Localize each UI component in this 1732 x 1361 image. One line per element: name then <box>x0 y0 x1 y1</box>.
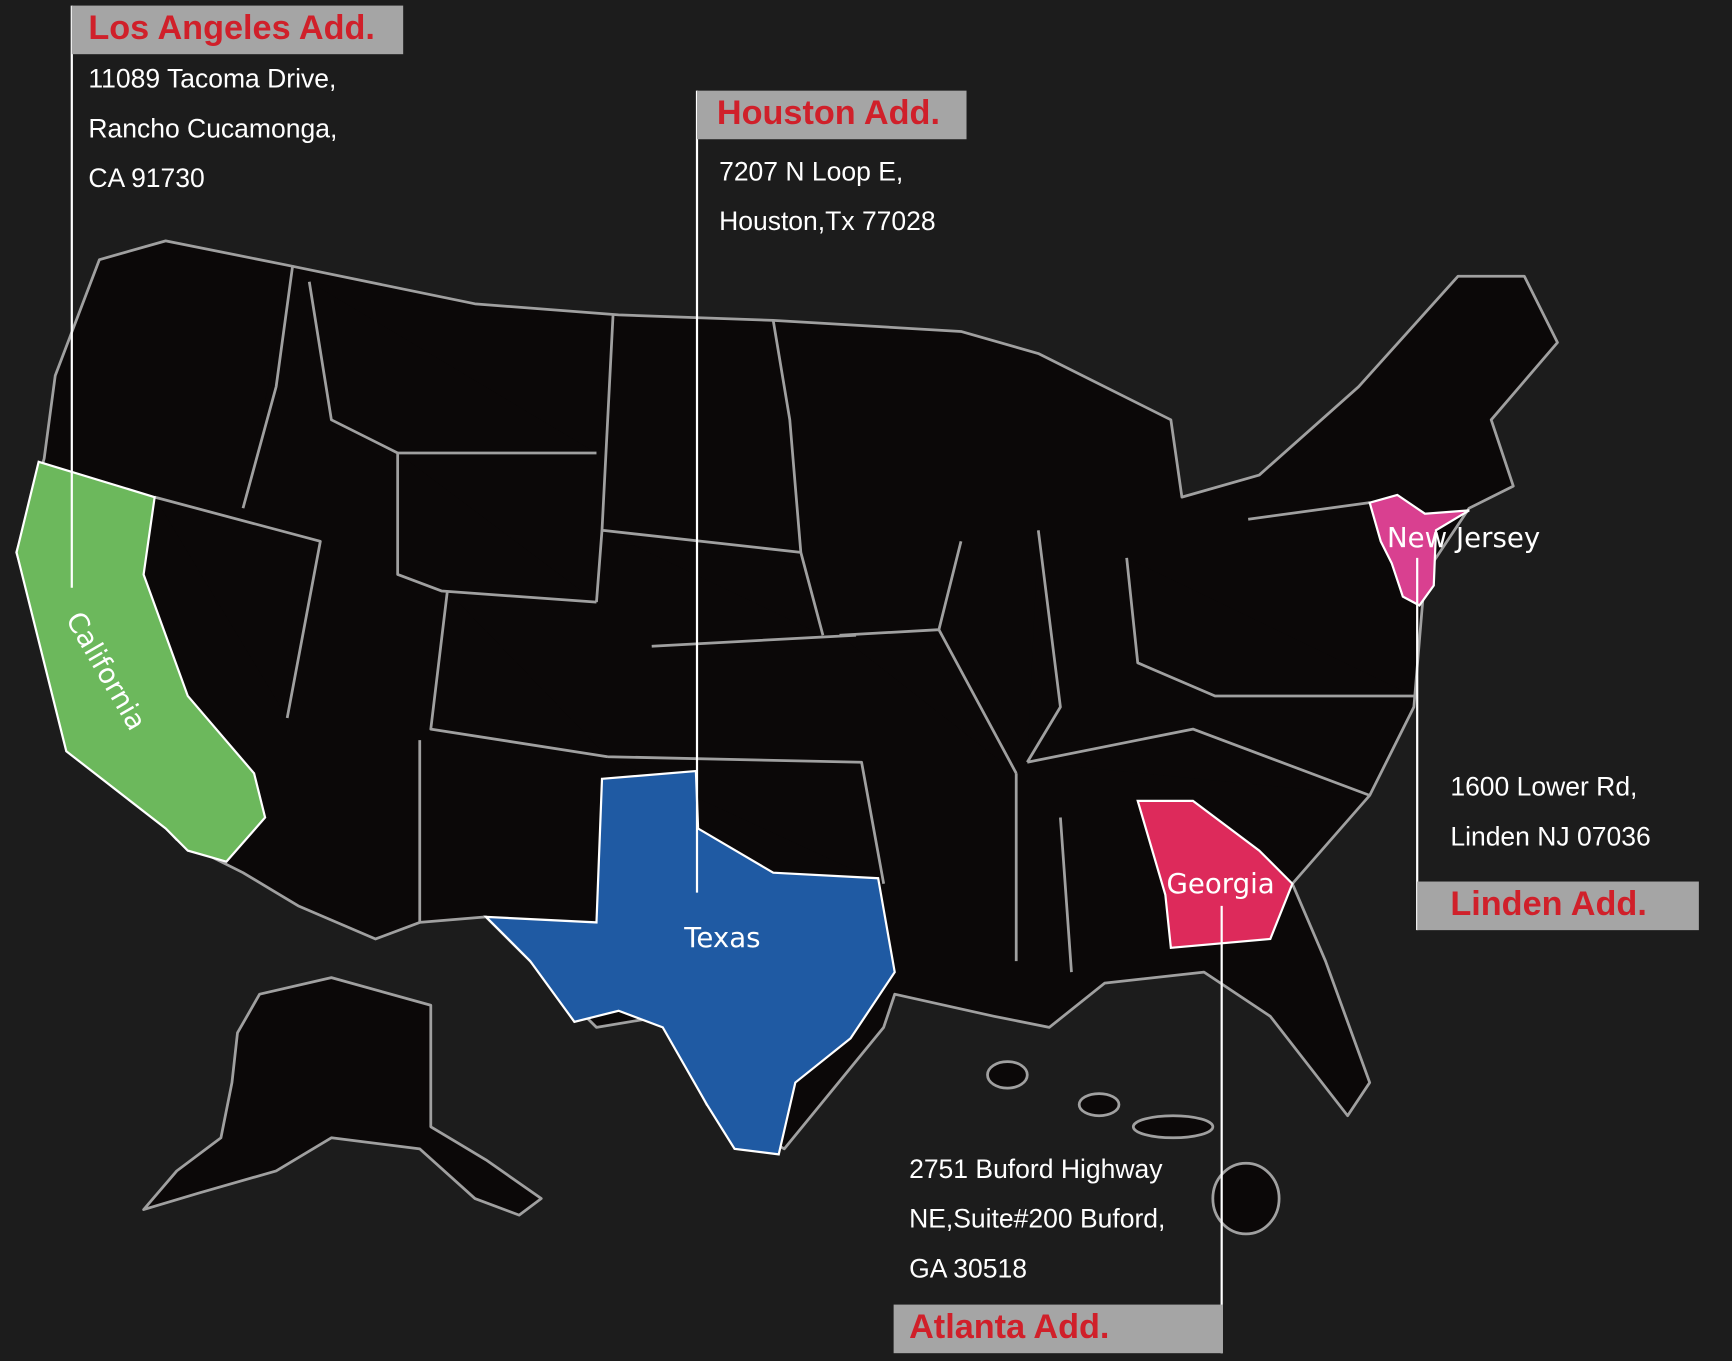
us-map: California Texas New Jersey Georgia <box>15 239 1559 1236</box>
callouts: Los Angeles Add. 11089 Tacoma Drive, Ranch… <box>70 5 1699 1354</box>
state-label: New Jersey <box>1387 521 1540 554</box>
hawaii <box>986 1060 1029 1090</box>
address-line: 7207 N Loop E, <box>719 156 903 186</box>
address-line: Rancho Cucamonga, <box>88 113 337 143</box>
address-line: 1600 Lower Rd, <box>1450 772 1637 802</box>
new-jersey <box>1368 493 1470 607</box>
office-title: Los Angeles Add. <box>88 9 375 47</box>
state-label: Georgia <box>1166 867 1274 900</box>
office-title: Linden Add. <box>1450 885 1647 923</box>
address-line: Linden NJ 07036 <box>1450 821 1650 851</box>
address-line: NE,Suite#200 Buford, <box>909 1204 1165 1234</box>
texas <box>483 769 896 1156</box>
california <box>15 460 267 863</box>
address-line: 11089 Tacoma Drive, <box>88 64 336 94</box>
office-title: Atlanta Add. <box>909 1308 1109 1346</box>
address-line: GA 30518 <box>909 1253 1027 1283</box>
title-box <box>696 90 967 140</box>
state-borders <box>154 264 1414 973</box>
alaska <box>142 976 543 1217</box>
hawaii <box>1131 1114 1215 1140</box>
address-line: Houston,Tx 77028 <box>719 206 936 236</box>
title-box <box>893 1304 1223 1354</box>
office-title: Houston Add. <box>717 94 940 132</box>
georgia <box>1136 799 1294 950</box>
hawaii <box>1077 1092 1121 1118</box>
title-box <box>71 5 404 55</box>
title-box <box>1417 881 1699 931</box>
state-label: Texas <box>683 921 760 954</box>
hawaii <box>1211 1161 1281 1236</box>
address-line: CA 91730 <box>88 163 204 193</box>
address-line: 2751 Buford Highway <box>909 1154 1163 1184</box>
